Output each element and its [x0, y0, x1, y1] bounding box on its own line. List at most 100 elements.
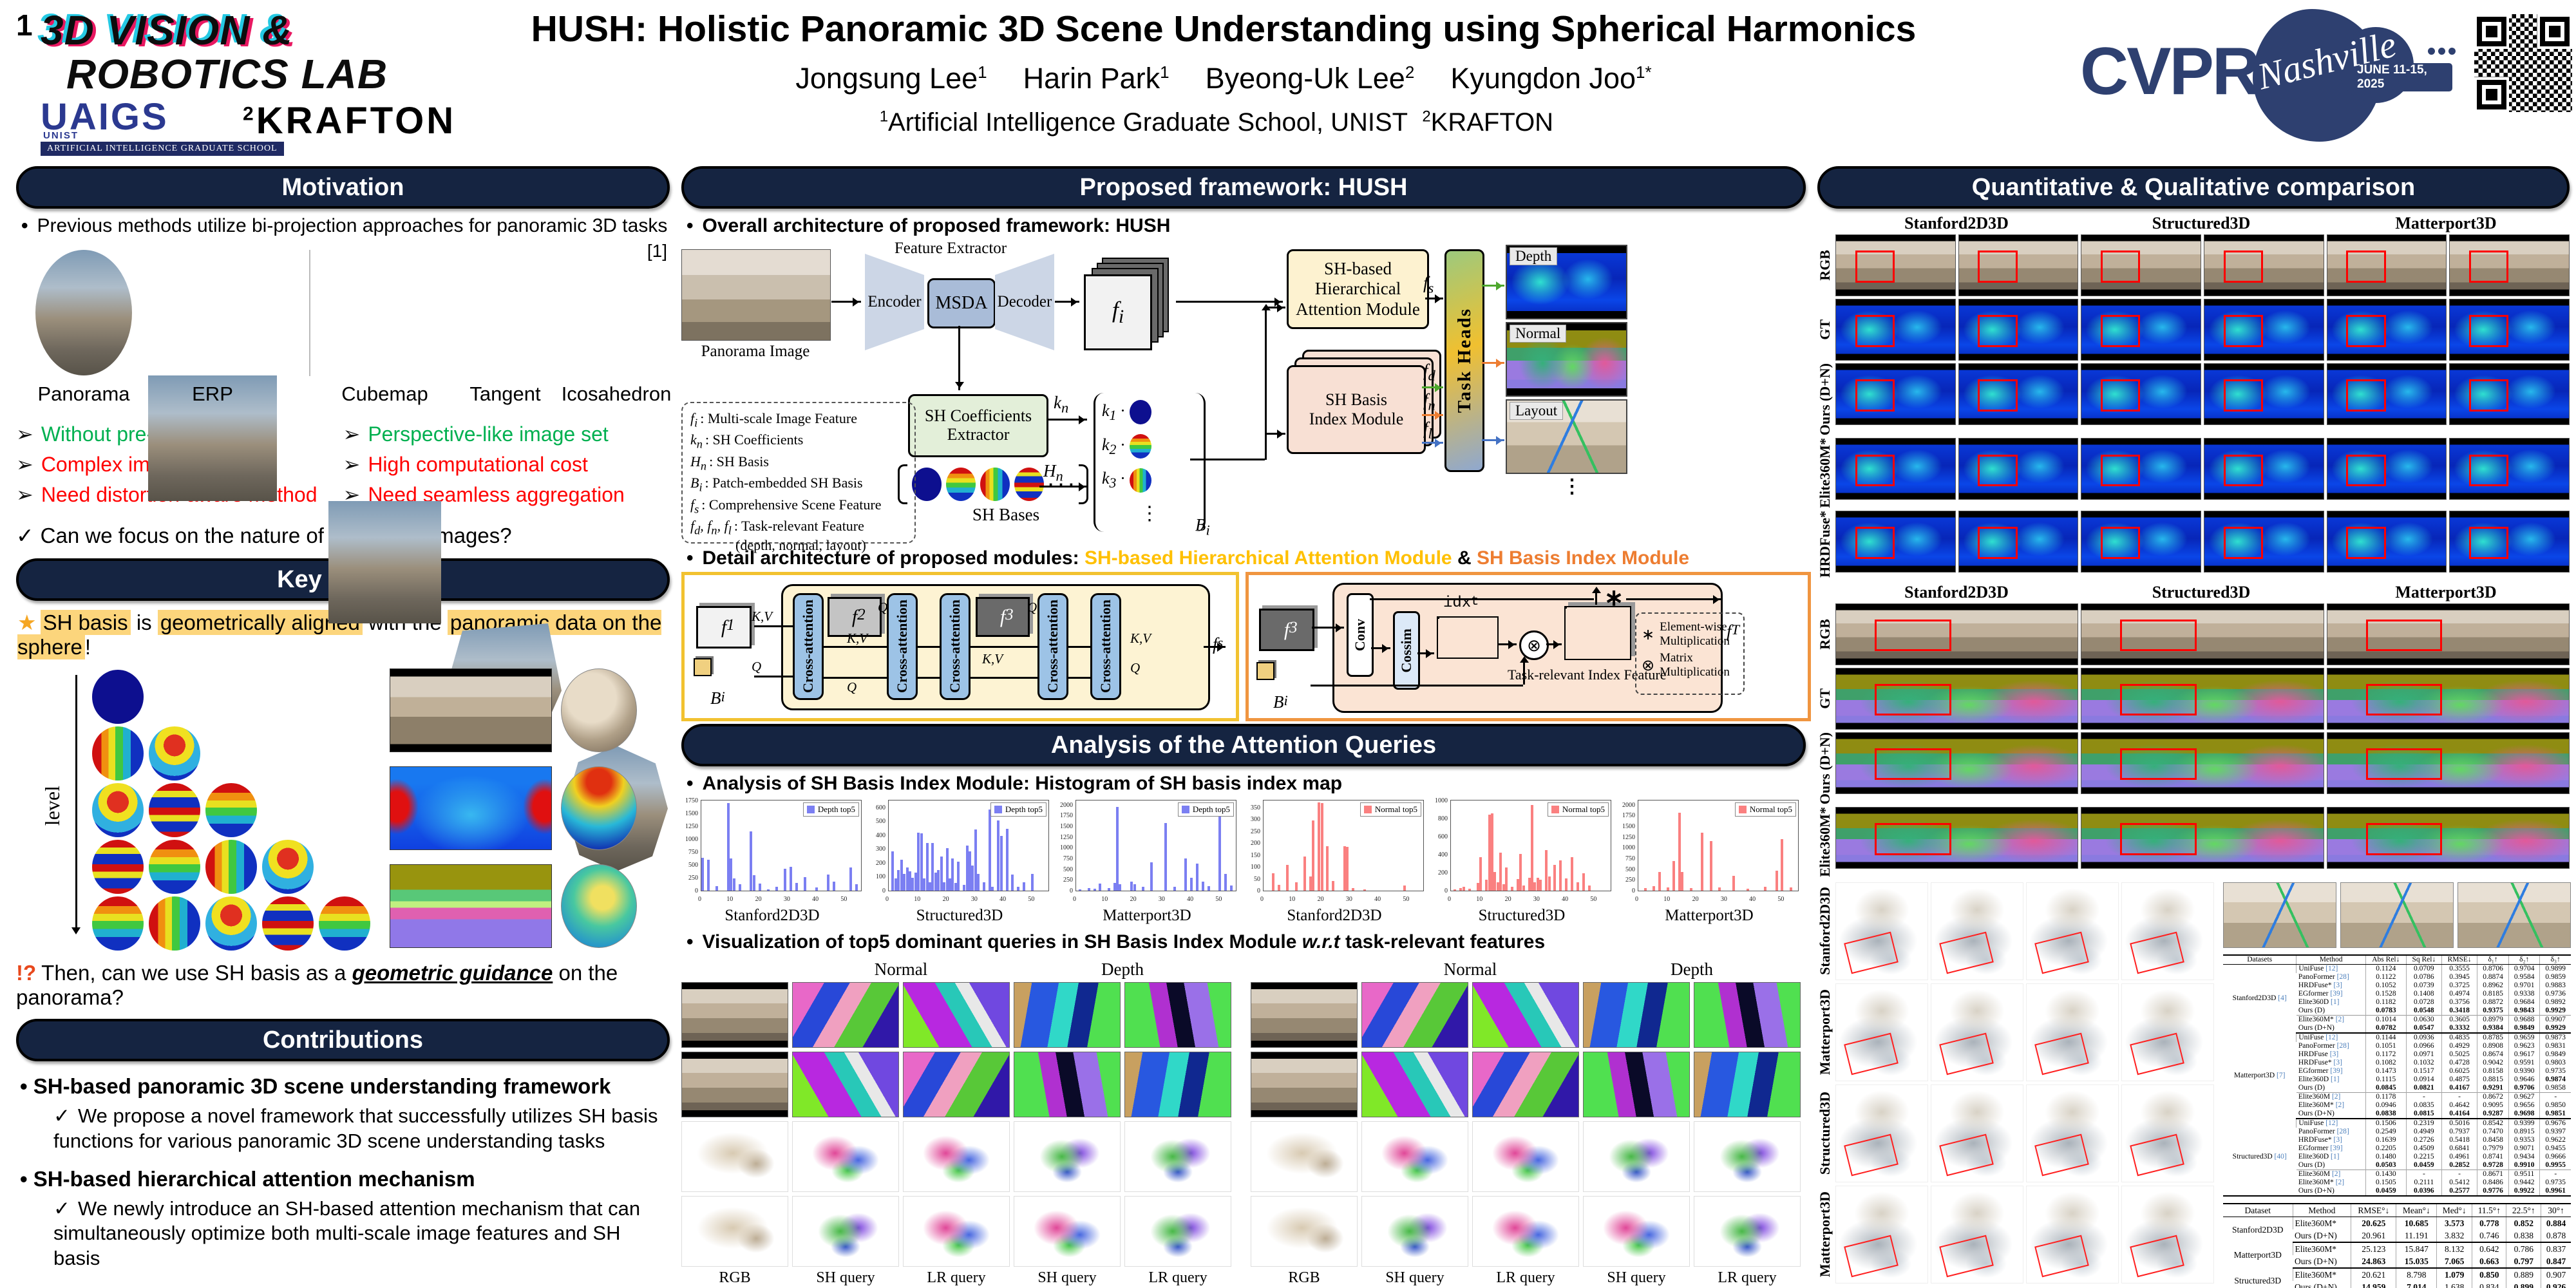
method-cell: Elite360M* [2] — [2296, 1014, 2366, 1024]
bar — [903, 874, 906, 891]
dataset-header: Stanford2D3D — [1904, 582, 2009, 601]
viz-bottom-label: SH query — [1385, 1269, 1444, 1286]
row-label-text: Elite360M* — [1817, 806, 1833, 877]
decoder-label: Decoder — [997, 293, 1052, 310]
table-row: Elite360M* [2] 0.0946 0.0835 0.4642 0.9095 0.… — [2223, 1101, 2571, 1110]
y-tick-label: 1500 — [1060, 823, 1073, 830]
value-cell: 0.2577 — [2441, 1186, 2477, 1196]
table-row: Structured3D [40] UniFuse [12] 0.1506 0.231… — [2223, 1118, 2571, 1160]
value-cell: 0.5016 — [2441, 1118, 2477, 1128]
Hn-label: Hn — [1043, 461, 1063, 484]
value-cell: 0.878 — [2541, 1229, 2571, 1243]
value-cell: 0.4949 — [2405, 1127, 2442, 1136]
row-label-text: RGB — [1817, 618, 1833, 650]
author-name: Harin Park1 — [1023, 62, 1170, 95]
table-body: Stanford2D3D [4] UniFuse [12] 0.1124 0.0709… — [2223, 964, 2571, 1196]
value-cell: 0.0547 — [2405, 1023, 2442, 1034]
contribution-sub: ✓ We propose a novel framework that succe… — [53, 1104, 658, 1152]
value-cell: - — [2441, 1092, 2477, 1101]
histogram-4-stanford2d3d: Normal top5 0 50 100 150 200 250 300 350 0 10 20 30 4… — [1244, 800, 1425, 925]
value-cell: 0.1528 — [2365, 989, 2407, 998]
viz-tile — [792, 1196, 899, 1267]
fn-label: fn — [1423, 390, 1435, 413]
value-cell: 0.9929 — [2539, 1006, 2571, 1016]
y-tick-label: 1500 — [685, 810, 698, 817]
lab-logo-line1: 3D VISION & — [41, 7, 293, 53]
pointcloud-tile — [2026, 882, 2119, 980]
cross-attention-label: Cross-attention — [800, 600, 816, 694]
comparison-tile-depth — [2449, 438, 2570, 500]
x-tick-label: 0 — [1073, 896, 1076, 903]
spacer — [681, 960, 788, 980]
column-header: 30°↑ — [2541, 1202, 2571, 1217]
ki-question-post: on the panorama? — [16, 961, 618, 1009]
bar — [900, 859, 903, 891]
table-row: PanoFormer [28] 0.2549 0.4949 0.7937 0.7470 0… — [2223, 1127, 2571, 1136]
bar — [1545, 850, 1548, 891]
y-tick-label: 500 — [1063, 866, 1073, 873]
column-header: RMSE↓ — [2441, 954, 2477, 965]
bar — [1672, 861, 1676, 891]
k3-row: k3 · — [1102, 468, 1197, 493]
y-tick-label: 0 — [1070, 887, 1073, 895]
value-cell: 0.1144 — [2365, 1032, 2407, 1042]
column-header: δ₃↑ — [2539, 954, 2571, 965]
bar — [1511, 886, 1513, 891]
mosaic-cell — [1438, 618, 1439, 619]
method-cell: Ours (D+N) — [2296, 1109, 2366, 1119]
comparison-tile-depth — [2204, 363, 2324, 425]
affiliation: 2KRAFTON — [1422, 108, 1568, 137]
bar — [1582, 873, 1585, 891]
value-cell: 0.2549 — [2365, 1127, 2407, 1136]
viz-header-normal: Normal — [874, 960, 928, 979]
comparison-tile-depth — [1835, 363, 1956, 425]
y-tick-label: 1000 — [1622, 844, 1635, 852]
sh-basis-sphere — [205, 783, 257, 837]
viz-header-normal: Normal — [1443, 960, 1497, 979]
value-cell: 0.4875 — [2441, 1075, 2477, 1084]
value-cell: 0.9803 — [2539, 1058, 2571, 1067]
x-tick-label: 30 — [1158, 896, 1165, 903]
value-cell: 0.3555 — [2441, 964, 2477, 973]
sh-basis-sphere — [92, 726, 144, 781]
value-cell: 0.1505 — [2365, 1178, 2407, 1187]
y-tick-label: 200 — [1251, 840, 1260, 848]
pointcloud-tile — [1931, 983, 2023, 1081]
value-cell: 0.1082 — [2365, 1058, 2407, 1067]
table-row: Elite360M [2] 0.1178- -0.8672 0.9627- — [2223, 1092, 2571, 1101]
value-cell: 8.798 — [2396, 1267, 2437, 1281]
table-row: Elite360M* [2] 0.1014 0.0630 0.3605 0.8979 0.… — [2223, 1014, 2571, 1024]
qkv-label: Q — [847, 679, 857, 695]
bar — [1493, 871, 1497, 891]
histogram-row: Depth top5 0 250 500 750 1000 1250 1500 1750 0 10 2… — [681, 797, 1806, 925]
column-header: Mean°↓ — [2396, 1202, 2437, 1217]
sh-basis-sphere — [149, 840, 200, 894]
pointcloud-tile — [2121, 882, 2214, 980]
value-cell: 0.0728 — [2405, 998, 2442, 1007]
bar — [1576, 882, 1579, 891]
viz-tile — [792, 1121, 899, 1192]
value-cell: 0.1639 — [2365, 1135, 2407, 1144]
row-label: Ours (D+N) — [1817, 732, 1833, 804]
x-tick-label: 50 — [1777, 896, 1785, 903]
krafton-sup: 2 — [243, 103, 256, 125]
depth-panorama-image — [390, 766, 552, 850]
y-tick-label: 400 — [876, 831, 886, 839]
sh-basis-sphere — [946, 468, 976, 501]
viz-col-headers: Normal Depth — [1251, 960, 1806, 980]
bar — [1718, 887, 1721, 891]
histogram-plot: Depth top5 0 100 200 300 400 500 600 0 10 20 30 40 50 — [869, 800, 1050, 903]
x-tick-label: 30 — [1533, 896, 1540, 903]
y-tick-label: 500 — [876, 818, 886, 826]
value-cell: 0.9776 — [2477, 1186, 2509, 1196]
value-cell: 0.847 — [2541, 1255, 2571, 1269]
viz-tile — [1124, 982, 1231, 1048]
value-cell: - — [2405, 1169, 2442, 1179]
row-label-text: Matterport3D — [1817, 989, 1833, 1075]
viz-tile — [1694, 1196, 1801, 1267]
bar — [1522, 886, 1525, 891]
method-cell: Elite360M* — [2292, 1217, 2351, 1229]
bar — [1309, 876, 1312, 891]
